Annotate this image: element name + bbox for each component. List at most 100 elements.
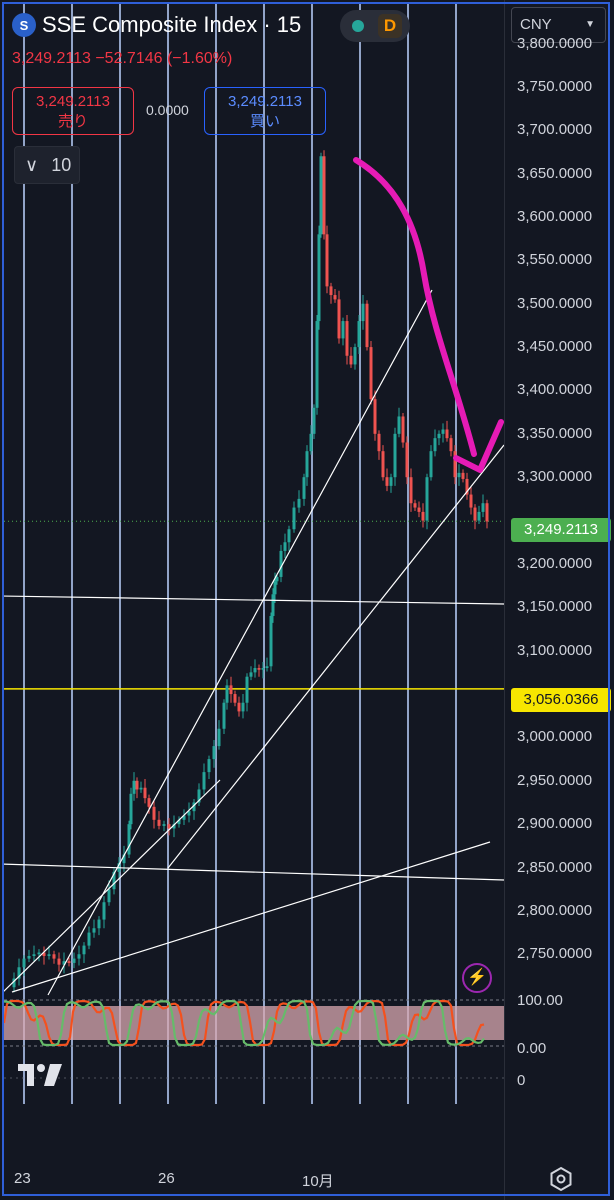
oscillator-min-label: 0.00 bbox=[517, 1040, 547, 1057]
oscillator2-zero-label: 0 bbox=[517, 1072, 526, 1089]
lightning-icon[interactable]: ⚡ bbox=[462, 963, 492, 993]
candle-body bbox=[187, 811, 191, 816]
candle-body bbox=[82, 945, 86, 955]
time-label-october: 10月 bbox=[302, 1173, 334, 1190]
candle-body bbox=[279, 550, 283, 577]
candle-body bbox=[257, 668, 261, 670]
candle-body bbox=[32, 954, 36, 957]
price-axis-label: 2,900.0000 bbox=[517, 815, 593, 833]
candle-body bbox=[397, 416, 401, 434]
candle-body bbox=[345, 321, 349, 356]
candle-body bbox=[409, 477, 413, 504]
price-change-line: 3,249.2113 −52.7146 (−1.60%) bbox=[12, 50, 233, 67]
time-label-23: 23 bbox=[14, 1170, 31, 1187]
buy-button[interactable]: 3,249.2113 買い bbox=[204, 87, 326, 135]
price-axis-label: 3,000.0000 bbox=[517, 728, 593, 746]
symbol-title[interactable]: SSE Composite Index · 15 bbox=[42, 12, 302, 37]
candle-body bbox=[389, 477, 393, 486]
candle-body bbox=[273, 581, 277, 595]
candle-body bbox=[212, 746, 216, 760]
candle-body bbox=[77, 954, 81, 959]
candle-body bbox=[261, 668, 265, 670]
candle-body bbox=[437, 433, 441, 439]
currency-selector[interactable]: CNY ▼ bbox=[511, 7, 606, 43]
candle-body bbox=[469, 494, 473, 508]
trend-line bbox=[4, 863, 504, 881]
candle-body bbox=[72, 958, 76, 963]
chevron-down-icon: ▼ bbox=[585, 19, 595, 30]
symbol-header[interactable]: S SSE Composite Index · 15 bbox=[12, 12, 301, 38]
candle-body bbox=[192, 802, 196, 812]
candle-body bbox=[269, 615, 273, 667]
candle-body bbox=[401, 416, 405, 443]
time-label-26: 26 bbox=[158, 1170, 175, 1187]
candle-body bbox=[353, 347, 357, 365]
candle-body bbox=[143, 787, 147, 799]
trend-line bbox=[4, 779, 221, 992]
candle-body bbox=[253, 668, 257, 673]
candle-body bbox=[177, 819, 181, 825]
candle-body bbox=[441, 429, 445, 434]
candle-body bbox=[305, 451, 309, 478]
candle-body bbox=[329, 286, 333, 296]
candle-body bbox=[361, 303, 365, 322]
candle-body bbox=[167, 824, 171, 829]
candle-body bbox=[357, 321, 361, 348]
candle-body bbox=[287, 529, 291, 543]
candle-body bbox=[122, 854, 126, 864]
candle-body bbox=[393, 433, 397, 478]
spread-value: 0.0000 bbox=[146, 102, 189, 118]
candle-body bbox=[317, 234, 321, 322]
settings-icon[interactable] bbox=[548, 1166, 574, 1192]
indicator-count: 10 bbox=[51, 155, 72, 175]
candle-body bbox=[433, 438, 437, 452]
candlestick-chart[interactable] bbox=[4, 4, 504, 1104]
candle-body bbox=[302, 477, 306, 499]
tradingview-logo-icon[interactable] bbox=[18, 1062, 64, 1088]
trend-line bbox=[11, 841, 491, 993]
candle-body bbox=[233, 694, 237, 703]
price-axis-label: 3,600.0000 bbox=[517, 207, 593, 225]
candle-body bbox=[17, 967, 21, 979]
candle-body bbox=[62, 961, 66, 965]
candle-body bbox=[87, 932, 91, 946]
annotation-arrow-head bbox=[453, 419, 504, 473]
candle-body bbox=[271, 594, 275, 616]
candle-body bbox=[369, 347, 373, 400]
price-axis-label: 2,800.0000 bbox=[517, 901, 593, 919]
price-axis-label: 3,800.0000 bbox=[517, 34, 593, 52]
candle-body bbox=[337, 299, 341, 339]
price-axis-label: 3,200.0000 bbox=[517, 554, 593, 572]
indicators-toggle-button[interactable]: ∨ 10 bbox=[14, 146, 80, 184]
sell-button[interactable]: 3,249.2113 売り bbox=[12, 87, 134, 135]
candle-body bbox=[225, 685, 229, 703]
oscillator-line bbox=[4, 999, 485, 1047]
sell-label: 売り bbox=[57, 113, 88, 130]
candle-body bbox=[425, 477, 429, 521]
candle-body bbox=[249, 672, 253, 677]
price-chart[interactable] bbox=[4, 4, 504, 1104]
candle-body bbox=[241, 702, 245, 712]
candle-body bbox=[457, 472, 461, 478]
candle-body bbox=[97, 919, 101, 929]
level-price-tag: 3,056.0366 bbox=[511, 688, 611, 712]
candle-body bbox=[477, 511, 481, 521]
candle-body bbox=[229, 685, 233, 695]
status-pill[interactable]: D bbox=[340, 10, 410, 42]
oscillator-max-label: 100.00 bbox=[517, 992, 563, 1009]
candle-body bbox=[275, 576, 279, 582]
exchange-logo-icon: S bbox=[12, 13, 36, 37]
trend-line bbox=[4, 595, 504, 605]
price-axis-label: 3,750.0000 bbox=[517, 77, 593, 95]
candle-body bbox=[182, 815, 186, 820]
oscillator-line bbox=[4, 999, 485, 1047]
candle-body bbox=[453, 451, 457, 478]
price-axis[interactable]: CNY ▼ 3,800.0000 3,750.0000 3,700.0000 3,65… bbox=[504, 0, 614, 1200]
price-axis-label: 3,650.0000 bbox=[517, 164, 593, 182]
candle-body bbox=[139, 787, 143, 790]
candle-body bbox=[245, 676, 249, 703]
candle-body bbox=[473, 507, 477, 521]
market-status-dot-icon bbox=[352, 20, 364, 32]
candle-body bbox=[292, 507, 296, 530]
price-axis-label: 2,750.0000 bbox=[517, 945, 593, 963]
